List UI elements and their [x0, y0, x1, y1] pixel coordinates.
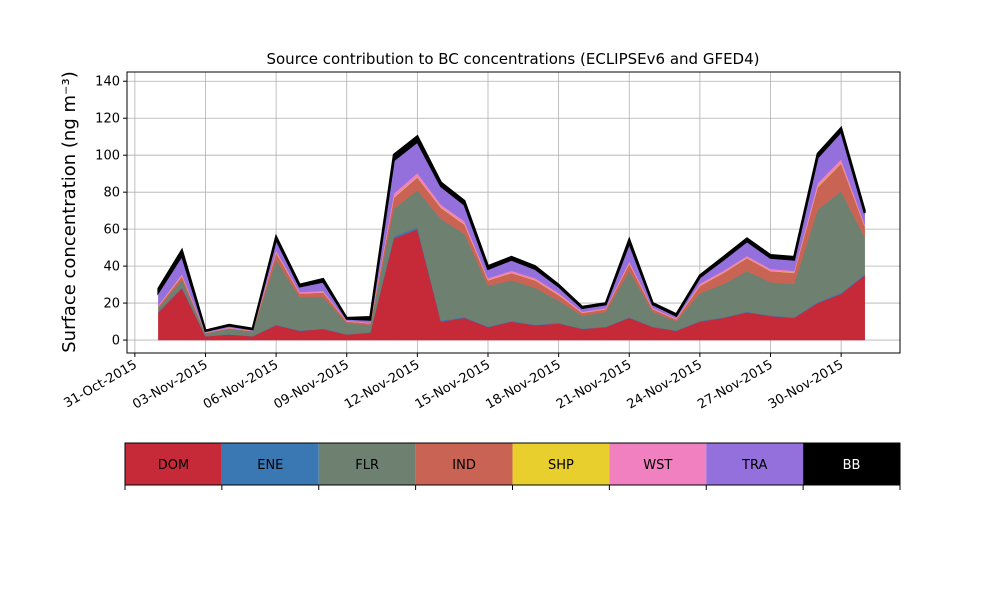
y-tick-label: 40	[103, 260, 120, 275]
legend-swatch	[221, 443, 319, 485]
x-tick-label: 09-Nov-2015	[271, 357, 351, 412]
legend-swatch	[706, 443, 804, 485]
x-tick-label: 30-Nov-2015	[766, 357, 846, 412]
x-tick-label: 15-Nov-2015	[413, 357, 493, 412]
legend-label: IND	[452, 458, 476, 473]
legend-label: BB	[843, 458, 861, 473]
legend-swatch	[415, 443, 513, 485]
legend-label: FLR	[355, 458, 379, 473]
plot-frame	[126, 71, 901, 354]
x-tick-label: 18-Nov-2015	[483, 357, 563, 412]
legend-swatch	[609, 443, 707, 485]
chart-title: Source contribution to BC concentrations…	[266, 50, 759, 68]
y-axis-label: Surface concentration (ng m⁻³)	[59, 71, 80, 353]
y-tick-label: 100	[95, 149, 120, 164]
y-tick-label: 140	[95, 75, 120, 90]
x-tick-label: 24-Nov-2015	[625, 357, 705, 412]
legend-label: WST	[643, 458, 672, 473]
y-tick-label: 0	[112, 334, 120, 349]
x-tick-label: 06-Nov-2015	[201, 357, 281, 412]
legend-frame	[124, 442, 901, 486]
legend-swatch	[125, 443, 222, 485]
y-tick-label: 60	[103, 223, 120, 238]
y-tick-label: 120	[95, 112, 120, 127]
legend-swatch	[512, 443, 610, 485]
x-tick-label: 31-Oct-2015	[61, 357, 139, 411]
y-tick-label: 80	[103, 186, 120, 201]
legend-swatch	[318, 443, 416, 485]
y-tick-label: 20	[103, 297, 120, 312]
area	[157, 125, 866, 333]
x-tick-label: 03-Nov-2015	[130, 357, 210, 412]
x-tick-label: 27-Nov-2015	[695, 357, 775, 412]
legend-label: TRA	[741, 458, 767, 473]
x-tick-label: 12-Nov-2015	[342, 357, 422, 412]
legend-swatch	[803, 443, 900, 485]
x-tick-label: 21-Nov-2015	[554, 357, 634, 412]
legend-label: SHP	[548, 458, 574, 473]
legend-label: ENE	[257, 458, 283, 473]
legend-label: DOM	[158, 458, 189, 473]
